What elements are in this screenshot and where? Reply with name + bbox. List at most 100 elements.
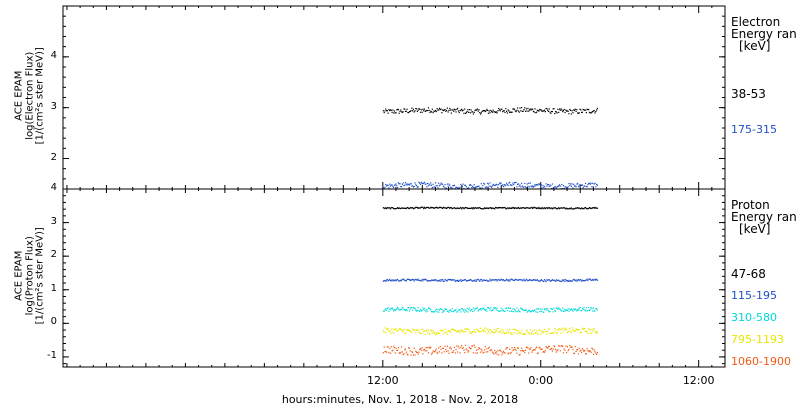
data-point [393, 346, 396, 349]
series-1060-1900 [382, 344, 599, 356]
data-point [509, 332, 512, 334]
data-point [533, 329, 535, 331]
data-point [426, 206, 428, 209]
data-point [388, 109, 390, 111]
data-point [457, 309, 460, 311]
data-point [499, 206, 501, 209]
data-point [511, 206, 513, 209]
data-point [464, 207, 467, 209]
data-point [393, 184, 396, 186]
data-point [470, 332, 472, 334]
data-point [506, 278, 508, 280]
data-point [405, 110, 407, 112]
data-point [452, 311, 454, 313]
data-point [596, 309, 599, 311]
data-point [444, 328, 446, 330]
data-point [476, 352, 478, 354]
data-point [528, 182, 530, 184]
data-point [537, 333, 539, 335]
data-point [394, 352, 396, 354]
data-point [467, 328, 469, 330]
data-point [540, 348, 542, 350]
data-point [573, 352, 575, 354]
data-point [580, 279, 582, 281]
data-point [578, 329, 580, 331]
data-point [428, 333, 430, 336]
data-point [417, 278, 419, 280]
data-point [429, 280, 431, 282]
data-point [426, 186, 428, 188]
data-point [396, 279, 398, 281]
data-point [563, 348, 565, 350]
data-point [404, 332, 407, 334]
data-point [549, 184, 551, 186]
data-point [437, 109, 439, 111]
data-point [434, 334, 437, 336]
data-point [512, 207, 514, 209]
data-point [582, 349, 584, 351]
data-point [438, 107, 441, 109]
data-point [556, 280, 558, 282]
data-point [488, 207, 490, 209]
data-point [497, 309, 499, 312]
data-point [520, 207, 522, 209]
data-point [539, 329, 541, 331]
data-point [543, 110, 545, 112]
data-point [499, 183, 501, 185]
data-point [504, 332, 506, 334]
data-point [487, 328, 489, 330]
data-point [543, 186, 545, 188]
data-point [532, 333, 535, 335]
data-point [546, 185, 548, 187]
data-point [502, 111, 504, 113]
data-point [565, 345, 567, 347]
data-point [397, 187, 399, 189]
data-point [427, 280, 430, 282]
data-point [420, 181, 422, 183]
data-point [384, 327, 386, 329]
data-point [492, 207, 494, 209]
data-point [488, 280, 490, 282]
data-point [518, 310, 520, 312]
data-point [569, 108, 571, 111]
data-point [528, 207, 530, 209]
data-point [398, 183, 400, 185]
data-point [513, 332, 515, 334]
data-point [495, 330, 497, 332]
data-point [516, 109, 518, 111]
data-point [423, 207, 425, 210]
data-point [573, 330, 575, 332]
data-point [550, 348, 552, 351]
data-point [521, 330, 523, 332]
data-point [426, 279, 428, 281]
data-point [585, 185, 587, 188]
data-point [502, 207, 505, 209]
data-point [547, 279, 549, 281]
data-point [391, 184, 393, 186]
data-point [475, 109, 478, 111]
data-point [501, 354, 503, 356]
data-point [403, 207, 405, 209]
data-point [555, 208, 557, 210]
data-point [570, 185, 572, 187]
data-point [558, 208, 561, 210]
data-point [473, 184, 475, 186]
data-point [415, 329, 418, 331]
data-point [555, 279, 557, 281]
data-point [547, 328, 550, 330]
data-point [577, 309, 579, 311]
data-point [588, 328, 591, 331]
data-point [411, 331, 413, 333]
data-point [416, 206, 418, 209]
data-point [398, 328, 400, 330]
data-point [559, 280, 561, 282]
data-point [584, 109, 586, 111]
data-point [390, 328, 392, 330]
data-point [419, 348, 421, 351]
data-point [528, 207, 531, 209]
data-point [409, 308, 411, 310]
data-point [548, 185, 550, 188]
data-point [544, 280, 546, 282]
data-point [554, 345, 556, 348]
data-point [576, 310, 578, 312]
